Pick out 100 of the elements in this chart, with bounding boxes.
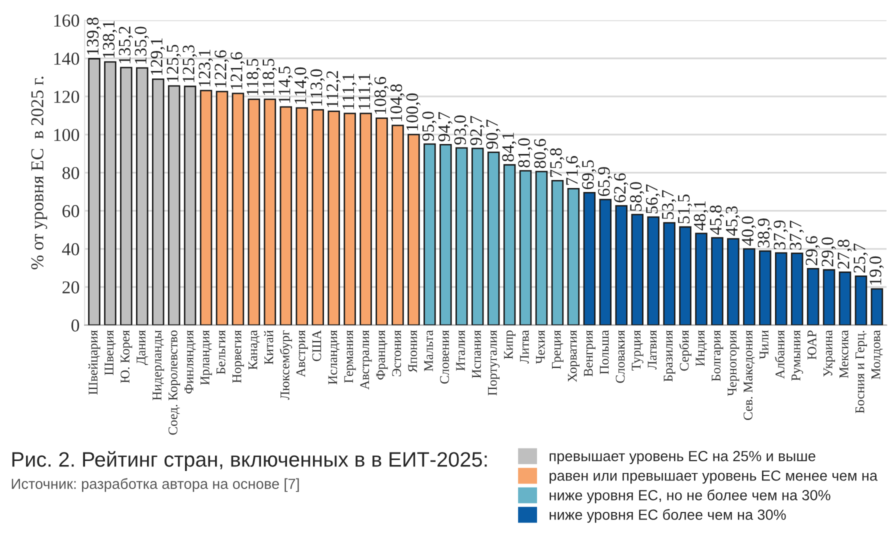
y-tick-label: 160 (54, 14, 80, 27)
y-axis-title: % от уровня ЕС в 2025 г. (31, 76, 48, 270)
bar (136, 67, 148, 326)
data-label: 80,6 (534, 138, 548, 168)
bar (822, 269, 836, 326)
bar (774, 252, 788, 326)
bar (727, 238, 740, 326)
bar (695, 232, 708, 326)
bar (806, 268, 820, 326)
bar (440, 144, 452, 326)
x-tick-label: Кипр (504, 330, 516, 360)
data-label: 75,8 (550, 148, 564, 177)
data-label: 112,2 (326, 71, 341, 108)
x-tick-label: Эстония (392, 330, 402, 376)
bar (264, 98, 276, 326)
bar (232, 92, 244, 326)
data-label: 114,0 (294, 67, 309, 104)
x-tick-label: Индия (696, 330, 707, 366)
y-tick-label: 80 (62, 166, 80, 180)
x-tick-label: Украина (824, 330, 836, 377)
bar (519, 170, 532, 326)
x-tick-label: Португалия (488, 330, 500, 396)
bar (870, 288, 884, 326)
data-label: 45,8 (710, 205, 724, 235)
data-label: 48,1 (694, 201, 708, 230)
bar (854, 275, 868, 326)
bar (296, 107, 308, 326)
data-label: 114,5 (278, 66, 293, 103)
x-tick-label: Германия (344, 330, 356, 383)
x-tick-label: Греция (552, 330, 564, 370)
bar (200, 90, 212, 326)
x-tick-label: Австралия (360, 330, 372, 390)
data-label: 100,0 (406, 93, 421, 130)
x-tick-label: Чили (760, 330, 768, 360)
bar (743, 248, 756, 326)
x-tick-label: Швейцария (88, 330, 100, 395)
x-tick-label: Швеция (104, 330, 116, 376)
data-label: 125,5 (166, 44, 181, 82)
x-tick-label: Люксембург (280, 330, 292, 400)
data-label: 121,6 (230, 52, 245, 90)
bar (312, 109, 324, 326)
x-tick-label: Канада (248, 330, 260, 370)
data-label: 111,1 (342, 74, 357, 110)
data-label: 25,7 (854, 244, 868, 273)
data-label: 129,1 (150, 38, 165, 75)
x-tick-label: Исландия (328, 330, 340, 384)
x-tick-label: Хорватия (568, 330, 580, 382)
bar (631, 214, 644, 326)
legend-label: превышает уровень ЕС на 25% и выше (550, 450, 816, 464)
bar (615, 205, 628, 326)
bar (456, 147, 468, 326)
data-label: 118,5 (246, 58, 261, 96)
x-tick-label: Австрия (296, 330, 308, 378)
data-label: 94,7 (438, 112, 453, 142)
legend-label: ниже уровня ЕС, но не более чем на 30% (550, 489, 830, 504)
y-tick-label: 60 (62, 205, 80, 218)
text: Источник: разработка автора на основе [7] (12, 478, 299, 492)
data-label: 111,1 (358, 74, 373, 110)
x-tick-label: Мексика (840, 330, 848, 378)
x-tick-label: Чехия (536, 330, 545, 364)
bar (711, 237, 724, 326)
data-label: 27,8 (838, 240, 852, 269)
data-label: 123,1 (198, 50, 213, 86)
bar (424, 143, 436, 326)
x-tick-label: Албания (774, 330, 784, 379)
y-tick-label: 0 (71, 319, 80, 332)
data-label: 62,6 (614, 173, 628, 202)
x-tick-label: Словакия (616, 330, 625, 383)
bar (120, 66, 132, 326)
data-label: 53,7 (662, 190, 676, 220)
x-tick-label: Испания (472, 330, 481, 378)
data-label: 69,5 (582, 160, 596, 190)
y-tick-label: 120 (54, 90, 80, 103)
x-tick-label: Нидерланды (152, 330, 164, 400)
bar (392, 124, 404, 326)
data-label: 93,0 (454, 115, 468, 145)
y-tick-label: 140 (54, 52, 80, 65)
bar (88, 58, 100, 326)
data-label: 45,3 (726, 206, 740, 236)
data-label: 29,0 (822, 237, 836, 266)
data-label: 139,8 (86, 18, 102, 54)
x-tick-label: Бразилия (664, 330, 676, 382)
bar (759, 250, 772, 326)
x-tick-label: ЮАР (808, 330, 816, 360)
x-tick-label: Молдова (871, 330, 883, 380)
data-label: 135,0 (134, 26, 149, 64)
data-label: 113,0 (310, 69, 325, 106)
data-label: 104,8 (390, 84, 405, 122)
bar (344, 112, 356, 326)
x-tick-label: Венгрия (584, 330, 596, 376)
bar (503, 164, 516, 326)
y-tick-label: 100 (54, 128, 80, 142)
data-label: 122,6 (214, 50, 229, 88)
x-tick-label: Турция (632, 330, 644, 371)
bar (184, 86, 196, 326)
x-tick-label: Италия (456, 330, 465, 371)
bar (152, 78, 164, 326)
bar (599, 198, 612, 326)
x-tick-label: Дания (136, 330, 148, 365)
bar (535, 170, 548, 326)
